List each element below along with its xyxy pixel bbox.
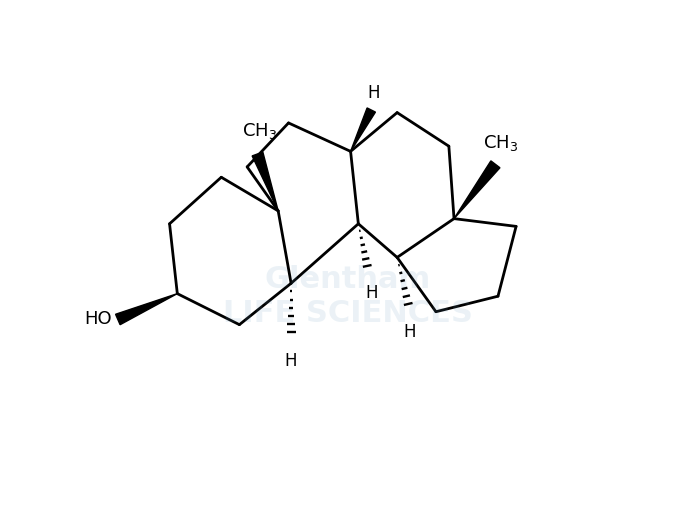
Text: CH$_3$: CH$_3$ <box>242 121 278 141</box>
Text: Glentham
LIFE SCIENCES: Glentham LIFE SCIENCES <box>223 265 473 328</box>
Polygon shape <box>116 294 177 324</box>
Text: HO: HO <box>84 310 111 329</box>
Text: CH$_3$: CH$_3$ <box>483 133 519 153</box>
Text: H: H <box>285 352 297 370</box>
Text: H: H <box>365 284 377 302</box>
Text: H: H <box>404 323 416 341</box>
Text: H: H <box>367 84 380 102</box>
Polygon shape <box>252 152 278 211</box>
Polygon shape <box>454 161 500 218</box>
Polygon shape <box>351 108 375 151</box>
